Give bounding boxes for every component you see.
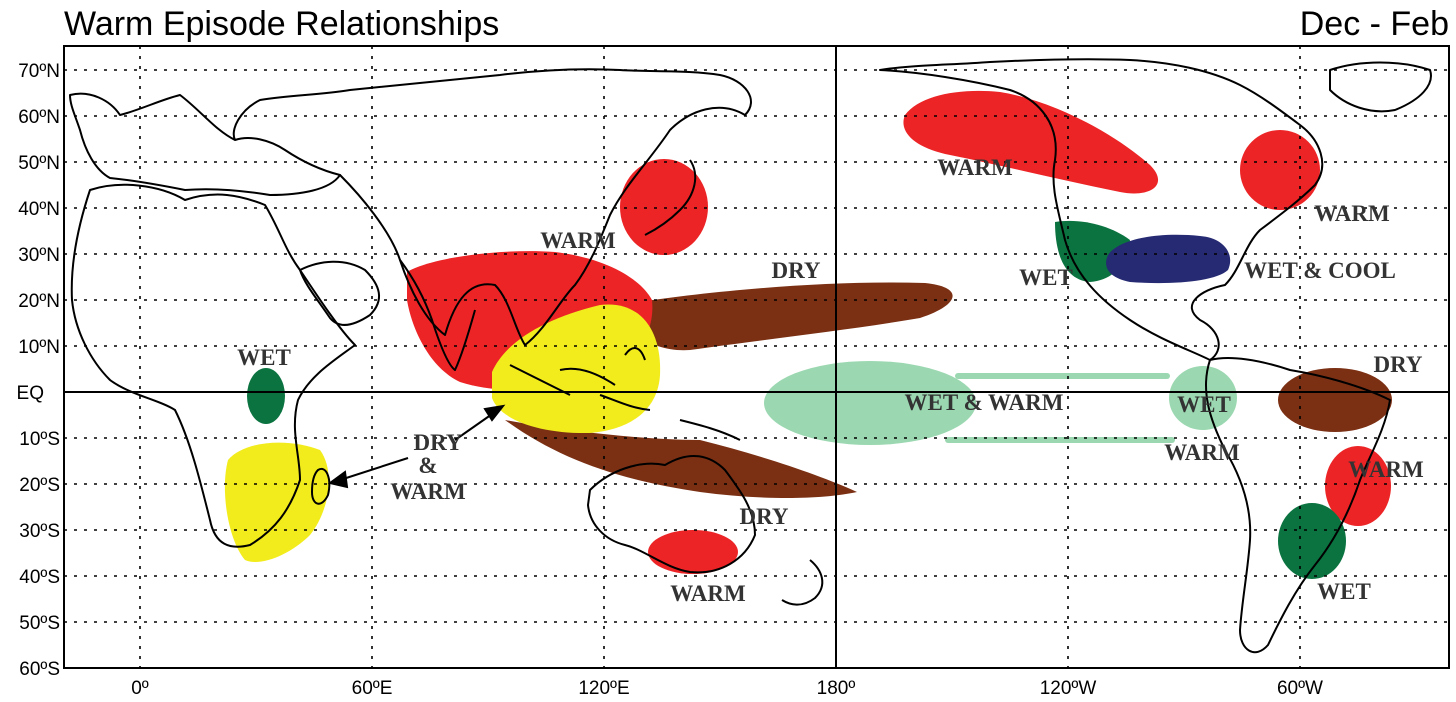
lat-label: 20ºS — [19, 475, 60, 496]
lat-label: 50ºS — [19, 613, 60, 634]
lon-label: 60ºE — [352, 678, 393, 699]
season-label: Dec - Feb — [1300, 5, 1449, 43]
graticule — [64, 46, 1449, 668]
label-wet-east-africa: WET — [237, 345, 291, 370]
lat-label: 50ºN — [18, 153, 60, 174]
lat-label: 30ºN — [18, 245, 60, 266]
region-warm-alaska — [903, 90, 1159, 194]
coast-madagascar — [311, 467, 331, 505]
coast-arabia — [299, 260, 380, 326]
label-ampersand: & — [418, 453, 437, 478]
region-dry-warm-s-africa — [224, 442, 329, 563]
region-warm-australia — [648, 530, 738, 574]
lat-label: 40ºS — [19, 567, 60, 588]
region-wet-cool-south-us — [1106, 234, 1231, 284]
coast-new-zealand — [781, 559, 824, 606]
lon-label: 60ºW — [1277, 678, 1323, 699]
latitude-labels: 70ºN 60ºN 50ºN 40ºN 30ºN 20ºN 10ºN EQ 10… — [17, 61, 60, 680]
label-wet-galapagos: WET — [1177, 392, 1231, 417]
label-dry-brazil: DRY — [1373, 352, 1422, 377]
lat-label: 10ºS — [19, 429, 60, 450]
lon-label: 120ºE — [578, 678, 629, 699]
region-wet-uruguay — [1278, 503, 1346, 579]
dry-warm-arrows — [327, 404, 506, 489]
label-wet-uruguay: WET — [1317, 579, 1371, 604]
lat-label: EQ — [17, 383, 44, 404]
label-warm-dry: WARM — [390, 479, 466, 504]
coast-greenland — [1329, 61, 1432, 113]
lon-label: 0º — [131, 678, 149, 699]
lat-label: 10ºN — [18, 337, 60, 358]
coast-australia — [587, 454, 756, 574]
lon-label: 120ºW — [1040, 678, 1097, 699]
region-wet-east-africa — [247, 368, 285, 424]
label-warm-australia: WARM — [670, 581, 746, 606]
label-wet-warm-pacific: WET & WARM — [905, 390, 1064, 415]
region-warm-japan — [620, 159, 708, 255]
label-warm-ne-america: WARM — [1314, 201, 1390, 226]
map-title: Warm Episode Relationships — [64, 5, 499, 43]
coast-south-america — [1204, 357, 1391, 654]
region-wet-streak-south — [945, 437, 1175, 443]
region-dry-brazil — [1278, 368, 1392, 432]
label-wet-west-us: WET — [1019, 265, 1073, 290]
coast-africa — [70, 183, 356, 548]
lat-label: 70ºN — [18, 61, 60, 82]
region-dry-sw-pacific — [505, 420, 857, 498]
region-warm-ne-america — [1240, 130, 1320, 210]
lat-label: 40ºN — [18, 199, 60, 220]
label-warm-galapagos: WARM — [1164, 440, 1240, 465]
lat-label: 20ºN — [18, 291, 60, 312]
coast-north-america — [879, 58, 1324, 361]
label-warm-alaska: WARM — [937, 155, 1013, 180]
label-dry: DRY — [413, 430, 462, 455]
coast-indonesia — [509, 347, 741, 441]
lon-label: 180º — [817, 678, 856, 699]
coast-india — [399, 259, 476, 371]
label-wet-cool-south-us: WET & COOL — [1244, 258, 1396, 283]
label-dry-sw-pacific: DRY — [739, 504, 788, 529]
lat-label: 60ºS — [19, 659, 60, 680]
region-wet-streak-north — [955, 373, 1170, 379]
label-warm-asia: WARM — [540, 228, 616, 253]
lat-label: 60ºN — [18, 107, 60, 128]
region-wet-warm-pacific — [764, 361, 976, 445]
map-frame — [63, 45, 1450, 669]
region-labels: WARM WARM WARM WARM WARM DRY DRY DRY WET… — [237, 155, 1424, 606]
label-warm-se-brazil: WARM — [1348, 457, 1424, 482]
coast-japan — [644, 159, 697, 236]
coastlines — [69, 58, 1432, 654]
region-wet-galapagos — [1169, 366, 1237, 430]
longitude-labels: 0º 60ºE 120ºE 180º 120ºW 60ºW — [131, 678, 1323, 699]
coast-europe — [69, 92, 341, 196]
label-dry-nw-pacific: DRY — [771, 258, 820, 283]
lat-label: 30ºS — [19, 521, 60, 542]
region-dry-nw-pacific — [620, 282, 953, 351]
coast-asia — [232, 68, 752, 346]
